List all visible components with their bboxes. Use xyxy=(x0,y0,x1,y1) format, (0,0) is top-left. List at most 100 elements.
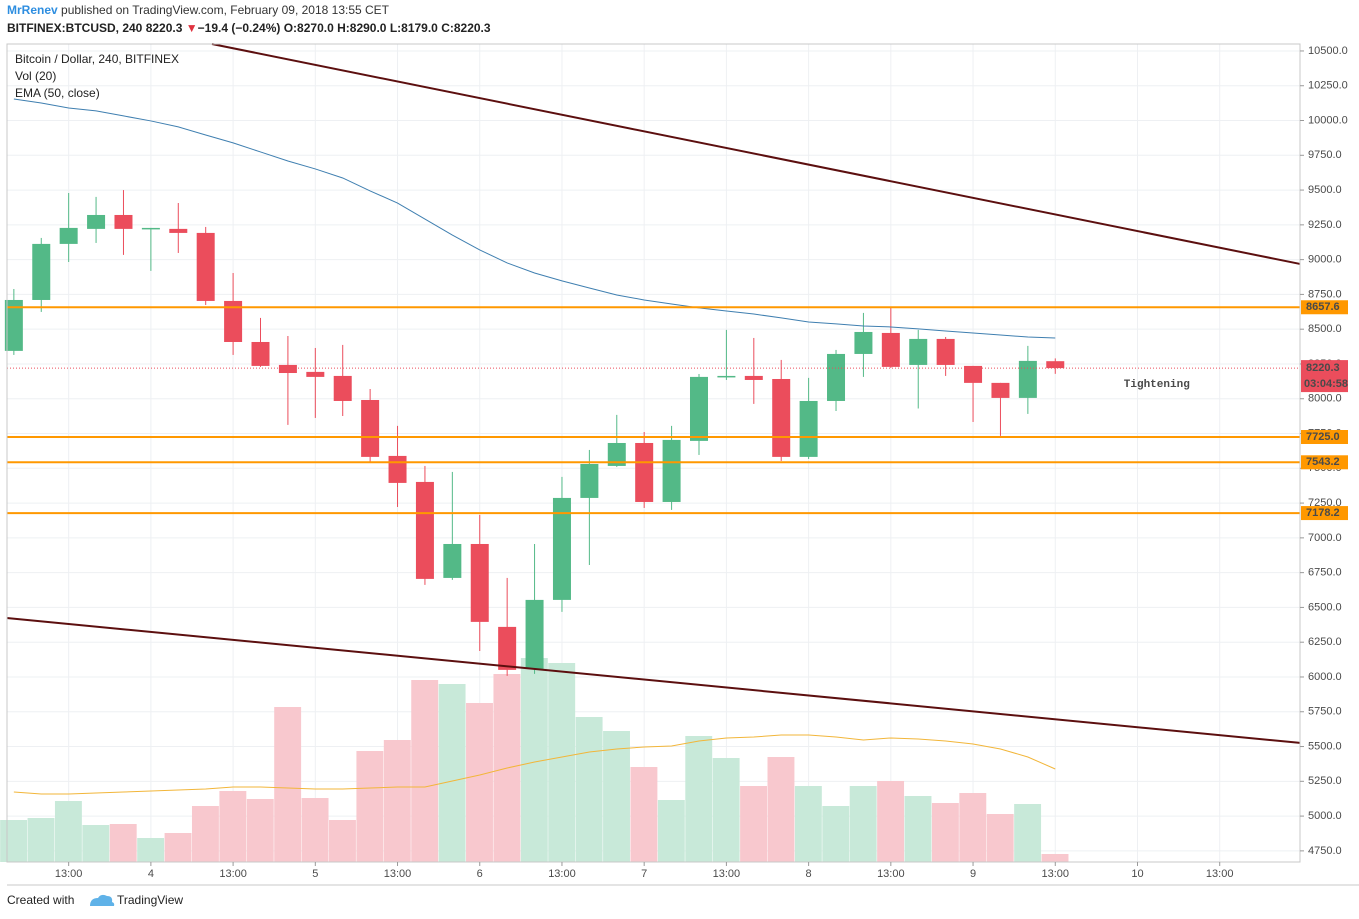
candle-body xyxy=(306,371,325,377)
y-tick-label: 4750.0 xyxy=(1308,845,1342,857)
y-tick-label: 5500.0 xyxy=(1308,740,1342,752)
volume-bar xyxy=(849,786,877,862)
y-tick-label: 9750.0 xyxy=(1308,149,1342,161)
volume-bar xyxy=(822,806,850,862)
arrow: ▼ xyxy=(186,21,198,35)
volume-bar xyxy=(383,740,411,862)
y-tick-label: 8750.0 xyxy=(1308,288,1342,300)
last-price-label: 8220.3 xyxy=(1306,362,1340,374)
candle-body xyxy=(388,455,407,483)
volume-bar xyxy=(575,717,603,862)
y-tick-label: 5000.0 xyxy=(1308,810,1342,822)
level-label-box xyxy=(1301,506,1348,521)
published: published on TradingView.com, February 0… xyxy=(61,3,390,17)
x-tick-label: 13:00 xyxy=(1042,868,1070,880)
volume-bar xyxy=(630,767,658,862)
candle-body xyxy=(59,227,78,244)
volume-bar xyxy=(438,684,466,862)
candle-body xyxy=(909,338,928,365)
level-label-box xyxy=(1301,300,1348,315)
volume-bar xyxy=(411,680,439,862)
volume-bar xyxy=(356,751,384,862)
volume-bar xyxy=(740,786,768,862)
volume-bar xyxy=(191,806,219,862)
volume-bar xyxy=(219,791,247,862)
candle-body xyxy=(333,375,352,401)
legend-entry: Bitcoin / Dollar, 240, BITFINEX xyxy=(15,52,179,66)
y-tick-label: 6000.0 xyxy=(1308,671,1342,683)
candle-body xyxy=(991,382,1010,398)
y-tick-label: 5750.0 xyxy=(1308,706,1342,718)
candle-body xyxy=(717,375,736,378)
x-tick-label: 13:00 xyxy=(55,868,83,880)
volume-bar xyxy=(274,707,302,862)
y-tick-label: 6500.0 xyxy=(1308,601,1342,613)
volume-bar xyxy=(466,703,493,862)
candle-body xyxy=(689,376,708,441)
candle-body xyxy=(635,442,654,502)
volume-bar xyxy=(0,820,28,862)
y-tick-label: 5250.0 xyxy=(1308,775,1342,787)
x-tick-label: 13:00 xyxy=(219,868,247,880)
candle-body xyxy=(114,214,133,229)
volume-bar xyxy=(109,824,137,862)
level-label-box xyxy=(1301,455,1348,470)
volume-ma-line xyxy=(13,734,1056,795)
volume-bar xyxy=(1041,854,1069,862)
price: 8220.3 xyxy=(146,21,183,35)
candle-body xyxy=(1046,361,1065,369)
candle-body xyxy=(580,463,599,498)
volume-bar xyxy=(794,786,822,862)
candle-body xyxy=(854,331,873,354)
candle-body xyxy=(196,232,215,301)
y-tick-label: 9250.0 xyxy=(1308,219,1342,231)
volume-bar xyxy=(329,820,356,862)
volume-bar xyxy=(657,800,685,862)
candle-body xyxy=(662,439,681,502)
volume-bar xyxy=(904,796,932,862)
header-line: MrRenev published on TradingView.com, Fe… xyxy=(7,3,390,17)
volume-bar xyxy=(986,814,1014,862)
x-tick-label: 10 xyxy=(1131,868,1143,880)
y-tick-label: 9500.0 xyxy=(1308,184,1342,196)
logo xyxy=(90,894,115,906)
candle-body xyxy=(470,543,489,622)
candle-body xyxy=(744,375,763,380)
y-tick-label: 6250.0 xyxy=(1308,636,1342,648)
author[interactable]: MrRenev xyxy=(7,3,58,17)
volume-bar xyxy=(27,818,55,862)
y-tick-label: 10000.0 xyxy=(1308,114,1348,126)
x-tick-label: 8 xyxy=(806,868,812,880)
candle-body xyxy=(552,497,571,600)
candle-body xyxy=(827,353,846,401)
countdown: 03:04:58 xyxy=(1304,378,1348,390)
candle-body xyxy=(525,599,544,669)
symbol: BITFINEX:BTCUSD, 240 xyxy=(7,21,143,35)
x-tick-label: 13:00 xyxy=(1206,868,1234,880)
legend-entry: Vol (20) xyxy=(15,69,56,83)
candle-body xyxy=(1018,360,1037,398)
x-tick-label: 13:00 xyxy=(548,868,576,880)
x-tick-label: 7 xyxy=(641,868,647,880)
volume-bar xyxy=(301,798,329,862)
candle-body xyxy=(141,227,160,230)
candle-body xyxy=(607,442,626,466)
volume-bar xyxy=(931,803,959,862)
candle-body xyxy=(498,626,517,670)
footer-brand[interactable]: TradingView xyxy=(117,893,183,907)
volume-bar xyxy=(1014,804,1042,862)
x-tick-label: 13:00 xyxy=(877,868,905,880)
candle-body xyxy=(415,481,434,579)
x-tick-label: 13:00 xyxy=(713,868,741,880)
last-price-box xyxy=(1301,360,1348,393)
high: H:8290.0 xyxy=(337,21,387,35)
candle-body xyxy=(169,228,188,233)
candle-body xyxy=(361,399,380,457)
volume-bar xyxy=(712,758,740,862)
x-tick-label: 6 xyxy=(477,868,483,880)
volume-bar xyxy=(685,736,713,862)
level-label: 7725.0 xyxy=(1306,431,1340,443)
candle-body xyxy=(964,365,983,383)
y-tick-label: 8500.0 xyxy=(1308,323,1342,335)
symbol-line: BITFINEX:BTCUSD, 240 8220.3 ▼−19.4 (−0.2… xyxy=(7,21,491,35)
